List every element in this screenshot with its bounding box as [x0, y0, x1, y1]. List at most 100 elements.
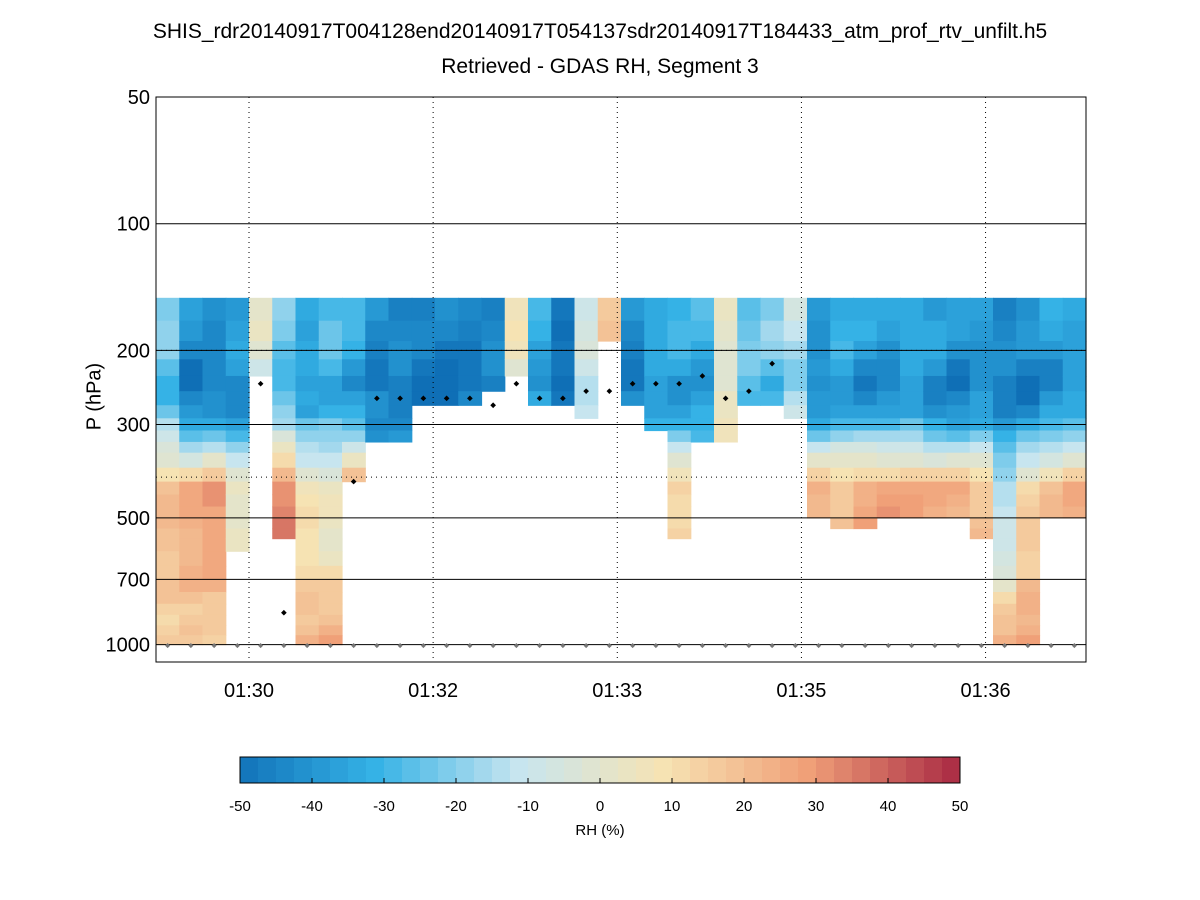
surface-marker [234, 643, 240, 649]
heatmap-cell [156, 441, 180, 454]
colorbar-tick-label: 50 [951, 798, 969, 815]
colorbar-tick-label: 30 [807, 798, 825, 815]
colorbar-segment [942, 757, 961, 783]
heatmap-cell [690, 359, 715, 377]
heatmap-cell [225, 297, 250, 322]
heatmap-cell [249, 320, 273, 342]
heatmap-cell [876, 405, 901, 419]
heatmap-cell [342, 405, 366, 419]
tropopause-marker [676, 380, 682, 387]
surface-marker [769, 643, 775, 649]
surface-marker [583, 643, 589, 649]
heatmap-cell [272, 391, 297, 406]
heatmap-cell [342, 297, 366, 322]
tropopause-marker [746, 388, 752, 395]
heatmap-cell [225, 494, 250, 508]
heatmap-cell [179, 614, 204, 626]
heatmap-cell [969, 297, 994, 322]
heatmap-cell [690, 375, 715, 392]
surface-marker [258, 643, 264, 649]
heatmap-cell [202, 625, 227, 636]
heatmap-cell [807, 320, 831, 342]
heatmap-cell [1016, 614, 1041, 626]
heatmap-cell [993, 506, 1017, 519]
heatmap-cell [923, 430, 948, 443]
heatmap-cell [969, 320, 994, 342]
heatmap-cell [807, 375, 831, 392]
heatmap-cell [202, 297, 227, 322]
heatmap-cell [969, 494, 994, 508]
heatmap-cell [1062, 359, 1087, 377]
heatmap-cell [295, 441, 320, 454]
heatmap-cell [156, 297, 180, 322]
heatmap-cell [621, 391, 645, 406]
heatmap-cell [1039, 405, 1064, 419]
x-tick-label: 01:35 [776, 680, 826, 702]
heatmap-cell [923, 441, 948, 454]
chart-title: SHIS_rdr20140917T004128end20140917T05413… [152, 20, 1048, 43]
heatmap-cell [295, 452, 320, 469]
colorbar-segment [528, 757, 547, 783]
heatmap-cell [295, 538, 320, 552]
heatmap-cell [946, 467, 971, 483]
heatmap-cell [923, 467, 948, 483]
heatmap-cell [295, 517, 320, 530]
tropopause-marker [722, 395, 729, 402]
heatmap-cell [690, 430, 715, 443]
heatmap-cell [574, 405, 599, 419]
heatmap-cell [923, 375, 948, 392]
heatmap-cell [830, 405, 855, 419]
heatmap-cell [900, 452, 924, 469]
heatmap-cell [853, 430, 878, 443]
heatmap-cell [667, 467, 692, 483]
heatmap-cell [667, 320, 692, 342]
heatmap-cell [388, 359, 413, 377]
colorbar-segment [600, 757, 619, 783]
heatmap-cell [690, 297, 715, 322]
heatmap-cell [318, 452, 343, 469]
heatmap-cell [225, 375, 250, 392]
surface-marker [839, 643, 845, 649]
tropopause-marker [513, 380, 520, 387]
heatmap-cell [225, 452, 250, 469]
heatmap-cell [1016, 591, 1041, 605]
heatmap-cell [714, 405, 738, 419]
heatmap-cell [923, 481, 948, 496]
colorbar-tick-label: -30 [373, 798, 395, 815]
heatmap-cell [1016, 528, 1041, 540]
surface-marker [606, 643, 612, 649]
colorbar-segment [762, 757, 781, 783]
colorbar-segment [690, 757, 709, 783]
colorbar-segment [240, 757, 259, 783]
heatmap-cell [969, 430, 994, 443]
heatmap-cell [993, 452, 1017, 469]
heatmap-cell [202, 430, 227, 443]
heatmap-cell [156, 320, 180, 342]
heatmap-cell [597, 320, 622, 342]
heatmap-cell [295, 375, 320, 392]
tropopause-marker [420, 395, 427, 402]
heatmap-cell [179, 494, 204, 508]
heatmap-cell [551, 359, 576, 377]
heatmap-cell [853, 481, 878, 496]
colorbar-segment [834, 757, 853, 783]
heatmap-cell [1016, 359, 1041, 377]
heatmap-cell [737, 297, 762, 322]
heatmap-cell [272, 441, 297, 454]
heatmap-cell [760, 359, 785, 377]
heatmap-cell [435, 320, 459, 342]
surface-marker [653, 643, 659, 649]
heatmap-cell [621, 297, 645, 322]
colorbar-tick-label: -40 [301, 798, 323, 815]
heatmap-cell [202, 441, 227, 454]
colorbar-tick-label: 20 [735, 798, 753, 815]
heatmap-cell [993, 635, 1017, 646]
heatmap-cell [1016, 405, 1041, 419]
heatmap-cell [458, 320, 483, 342]
heatmap-cell [737, 320, 762, 342]
heatmap-cell [249, 359, 273, 377]
heatmap-cell [318, 494, 343, 508]
heatmap-cell [760, 297, 785, 322]
heatmap-cell [690, 391, 715, 406]
heatmap-cell [156, 625, 180, 636]
